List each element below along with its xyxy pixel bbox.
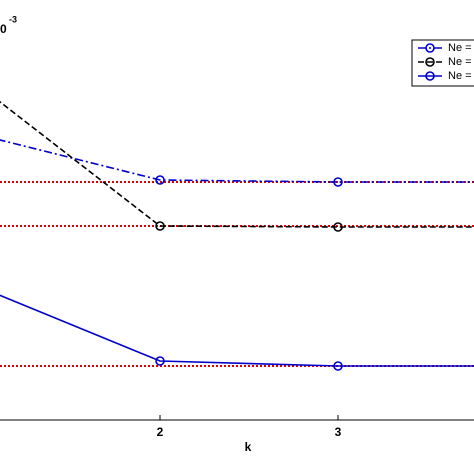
legend-marker — [425, 71, 435, 81]
legend-label: Ne = — [448, 42, 472, 54]
series-marker — [155, 356, 165, 366]
series-line — [0, 100, 474, 228]
series-line — [0, 294, 474, 367]
series-line — [0, 139, 474, 183]
legend-marker — [425, 43, 435, 53]
legend: Ne = Ne = Ne = — [411, 39, 474, 87]
x-axis-label: k — [245, 440, 252, 454]
series-marker — [333, 177, 343, 187]
series-marker — [333, 222, 343, 232]
legend-label: Ne = — [448, 56, 472, 68]
y-scale-exponent: -3 — [9, 14, 17, 24]
x-tick-label: 2 — [157, 425, 164, 439]
legend-label: Ne = — [448, 70, 472, 82]
legend-marker — [425, 57, 435, 67]
x-tick-label: 3 — [335, 425, 342, 439]
series-marker — [155, 221, 165, 231]
series-marker — [155, 175, 165, 185]
series-marker — [333, 361, 343, 371]
y-scale-base: 0 — [0, 22, 7, 36]
